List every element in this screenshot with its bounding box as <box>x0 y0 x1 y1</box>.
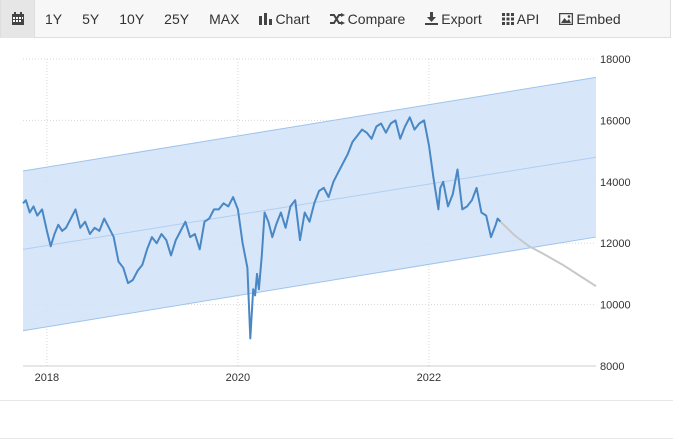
forecast-line <box>499 220 597 288</box>
calendar-button[interactable] <box>1 0 35 38</box>
shuffle-icon <box>329 12 345 25</box>
price-line <box>22 116 502 340</box>
range-max-button[interactable]: MAX <box>209 10 240 27</box>
api-button-label: API <box>516 10 540 27</box>
export-button[interactable]: Export <box>415 0 491 38</box>
y-tick-label-3: 14000 <box>600 177 631 189</box>
bar-chart-icon <box>259 12 273 25</box>
range-10y-button[interactable]: 10Y <box>119 10 145 27</box>
band-upper-line <box>22 76 597 172</box>
chart-toolbar: 1Y 5Y 10Y 25Y MAX Chart Compare Export A… <box>0 0 671 38</box>
x-tick-label-1: 2020 <box>226 372 250 384</box>
compare-button-label: Compare <box>347 10 406 27</box>
chart-area: 2018 2020 2022 8000 10000 12000 14000 16000 1800… <box>0 38 673 400</box>
api-button[interactable]: API <box>492 0 550 38</box>
range-5y-button[interactable]: 5Y <box>82 10 100 27</box>
band-lower-line <box>22 236 597 332</box>
x-tick-label-0: 2018 <box>35 372 59 384</box>
y-tick-label-4: 16000 <box>600 115 631 127</box>
embed-button-label: Embed <box>576 10 621 27</box>
chart-button-label: Chart <box>275 10 310 27</box>
y-tick-label-0: 8000 <box>600 361 624 373</box>
range-1y-button[interactable]: 1Y <box>45 10 63 27</box>
download-icon <box>425 12 439 25</box>
calendar-icon <box>11 11 24 25</box>
bottom-divider <box>0 438 673 439</box>
x-tick-label-2: 2022 <box>417 372 441 384</box>
band-middle-line <box>22 156 597 250</box>
image-icon <box>559 12 574 25</box>
y-tick-label-5: 18000 <box>600 54 631 66</box>
price-chart: 2018 2020 2022 8000 10000 12000 14000 16000 1800… <box>22 54 631 384</box>
export-button-label: Export <box>441 10 482 27</box>
y-tick-label-1: 10000 <box>600 300 631 312</box>
y-tick-label-2: 12000 <box>600 238 631 250</box>
regression-band <box>23 77 596 331</box>
range-25y-button[interactable]: 25Y <box>164 10 190 27</box>
chart-button[interactable]: Chart <box>249 0 319 38</box>
compare-button[interactable]: Compare <box>320 0 416 38</box>
grid-icon <box>501 12 514 25</box>
bottom-panel <box>0 400 673 442</box>
embed-button[interactable]: Embed <box>549 0 630 38</box>
